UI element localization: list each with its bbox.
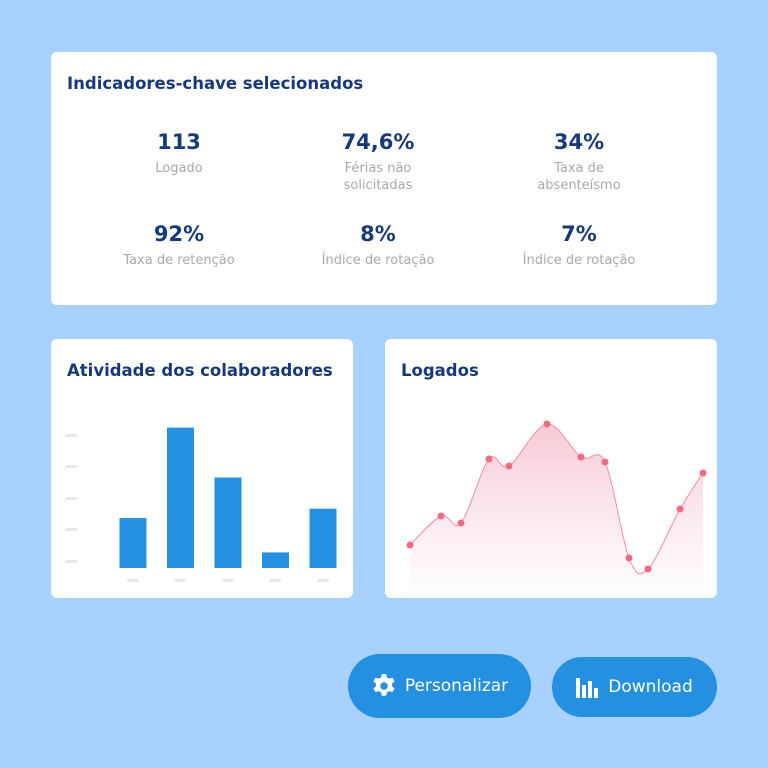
kpi-value: 74,6%: [341, 130, 415, 154]
kpi-label: Taxa de absenteísmo: [537, 161, 621, 193]
kpi: 34% Taxa de absenteísmo: [529, 130, 629, 194]
personalize-button[interactable]: Personalizar: [348, 654, 531, 718]
point: [699, 469, 707, 477]
point: [543, 420, 551, 428]
kpi-value: 113: [157, 130, 201, 154]
kpi-value: 92%: [153, 222, 205, 246]
kpi: 8% Índice de rotação: [298, 222, 458, 269]
button-label: Download: [608, 677, 693, 697]
bar: [167, 427, 194, 568]
gear-icon: [373, 674, 395, 696]
point: [625, 554, 633, 562]
bar: [214, 477, 242, 568]
bar: [262, 552, 289, 568]
point: [676, 505, 684, 513]
button-label: Personalizar: [404, 676, 509, 696]
kpi-value: 7%: [561, 222, 597, 246]
kpi: 113 Logado: [99, 130, 259, 177]
point: [644, 565, 652, 573]
card-title: Logados: [401, 361, 479, 380]
card-title: Indicadores-chave selecionados: [67, 74, 364, 93]
kpi-label: Logado: [155, 161, 203, 176]
point: [457, 519, 465, 527]
bar: [119, 518, 147, 568]
bar-card: Atividade dos colaboradores: [51, 339, 353, 598]
bars-icon: [576, 678, 599, 698]
card-title: Atividade dos colaboradores: [67, 361, 333, 380]
area: [410, 423, 703, 598]
kpi: 92% Taxa de retenção: [99, 222, 259, 269]
download-button[interactable]: Download: [552, 657, 717, 717]
kpi-label: Taxa de retenção: [123, 253, 235, 268]
point: [485, 455, 493, 463]
point: [577, 453, 585, 461]
kpi-label: Índice de rotação: [321, 253, 435, 268]
kpi-label: Férias não solicitadas: [343, 161, 413, 193]
kpi-label: Índice de rotação: [522, 253, 636, 268]
skeleton: [65, 434, 329, 582]
point: [601, 458, 609, 466]
kpi-value: 8%: [360, 222, 396, 246]
kpi: 74,6% Férias não solicitadas: [328, 130, 428, 194]
bar: [309, 508, 337, 568]
point: [505, 462, 513, 470]
point: [437, 512, 445, 520]
kpi-card: Indicadores-chave selecionados 113 Logado…: [51, 52, 717, 305]
kpi-value: 34%: [553, 130, 605, 154]
kpi: 7% Índice de rotação: [499, 222, 659, 269]
point: [406, 541, 414, 549]
